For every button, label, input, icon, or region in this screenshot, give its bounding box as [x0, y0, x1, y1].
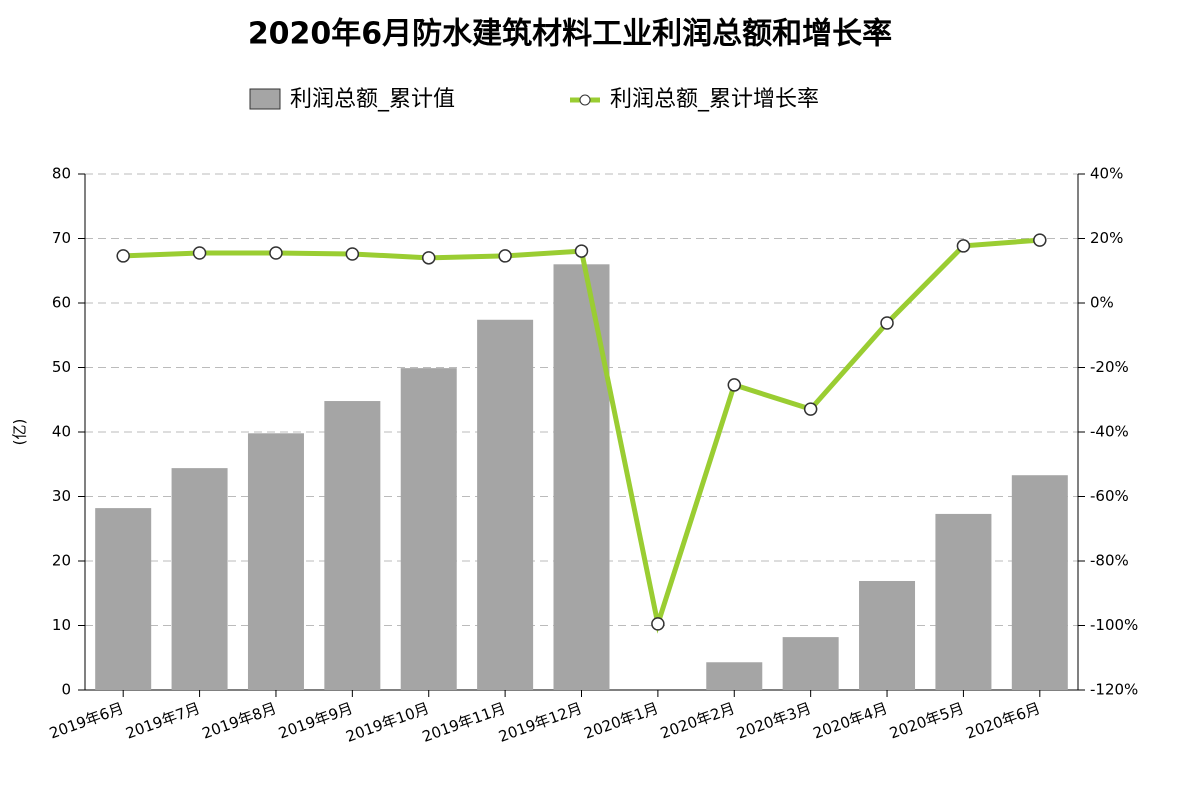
x-tick-label: 2020年2月 — [658, 699, 737, 742]
line-point — [1033, 233, 1047, 247]
y-tick-label: 40 — [52, 423, 71, 441]
line-point — [574, 244, 589, 258]
x-tick-label: 2020年1月 — [582, 699, 661, 742]
line-point — [192, 246, 207, 260]
y2-tick-label: -80% — [1090, 552, 1129, 570]
line-point — [803, 402, 818, 416]
x-tick-label: 2019年6月 — [47, 699, 126, 742]
legend-label: 利润总额_累计值 — [290, 87, 455, 112]
bar — [247, 433, 304, 690]
y2-tick-label: -60% — [1090, 487, 1129, 505]
line-point — [727, 378, 742, 392]
y-tick-label: 20 — [52, 552, 71, 570]
x-tick-label: 2020年4月 — [811, 699, 890, 742]
y-tick-label: 70 — [52, 229, 71, 247]
x-tick-label: 2020年5月 — [887, 699, 966, 742]
line-point — [345, 247, 360, 261]
y2-tick-label: 0% — [1090, 294, 1114, 312]
bar — [324, 401, 381, 690]
y-tick-label: 10 — [52, 616, 71, 634]
bar — [400, 368, 457, 690]
line-point — [421, 251, 436, 265]
y2-tick-label: -120% — [1090, 681, 1138, 699]
y-tick-label: 60 — [52, 294, 71, 312]
y2-tick-label: -20% — [1090, 358, 1129, 376]
bar — [1011, 475, 1068, 690]
x-tick-label: 2019年10月 — [343, 699, 431, 746]
bar — [782, 637, 839, 690]
y-axis-label: (亿) — [11, 419, 29, 446]
x-tick-label: 2019年9月 — [276, 699, 355, 742]
y2-tick-label: -40% — [1090, 423, 1129, 441]
bar — [553, 264, 610, 690]
y2-tick-label: -100% — [1090, 616, 1138, 634]
x-tick-label: 2019年11月 — [420, 699, 508, 746]
y2-tick-label: 20% — [1090, 229, 1123, 247]
line-point — [880, 316, 894, 330]
line-point — [956, 239, 971, 253]
line-point — [116, 249, 130, 263]
bar — [935, 513, 992, 690]
y-tick-label: 80 — [52, 165, 71, 183]
x-tick-label: 2020年6月 — [964, 699, 1043, 742]
x-tick-label: 2019年12月 — [496, 699, 584, 746]
bar — [171, 468, 228, 690]
line-point — [651, 617, 665, 631]
x-tick-label: 2019年7月 — [123, 699, 202, 742]
bar — [859, 580, 916, 690]
legend-marker — [579, 94, 591, 106]
chart-title: 2020年6月防水建筑材料工业利润总额和增长率 — [248, 17, 892, 52]
bar — [706, 662, 763, 690]
y-tick-label: 30 — [52, 487, 71, 505]
x-tick-label: 2019年8月 — [200, 699, 279, 742]
legend-swatch — [249, 88, 281, 110]
bar — [95, 508, 152, 690]
y-tick-label: 50 — [52, 358, 71, 376]
x-tick-label: 2020年3月 — [734, 699, 813, 742]
line-point — [269, 246, 283, 260]
bar — [477, 319, 534, 690]
line-point — [498, 249, 512, 263]
legend-label: 利润总额_累计增长率 — [610, 87, 819, 112]
y2-tick-label: 40% — [1090, 165, 1123, 183]
y-tick-label: 0 — [61, 681, 71, 699]
